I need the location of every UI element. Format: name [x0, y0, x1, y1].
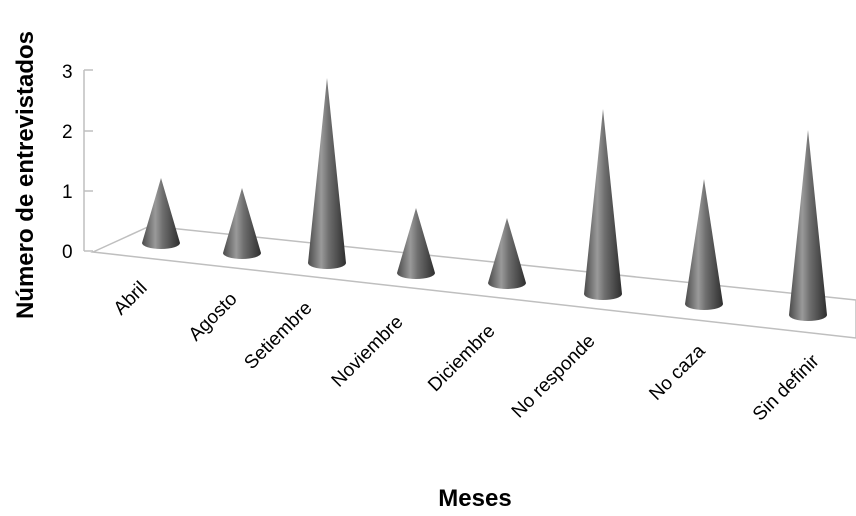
cone-setiembre: [308, 78, 346, 269]
cone-body-diciembre: [488, 218, 526, 289]
cone-series: [142, 78, 827, 321]
cone-no-caza: [685, 179, 723, 310]
floor-plane: [90, 225, 856, 339]
cone-body-agosto: [223, 188, 261, 259]
x-tick-label-no-caza: No caza: [645, 340, 709, 404]
x-axis-title: Meses: [438, 485, 511, 512]
cone-no-responde: [584, 109, 622, 300]
x-tick-label-sin-definir: Sin definir: [749, 350, 824, 425]
x-tick-label-no-responde: No responde: [508, 331, 600, 423]
x-tick-label-abril: Abril: [110, 278, 152, 320]
cone-diciembre: [488, 218, 526, 289]
cone-body-abril: [142, 178, 180, 249]
cone-body-no-responde: [584, 109, 622, 300]
x-tick-label-setiembre: Setiembre: [240, 298, 316, 374]
cone-noviembre: [397, 208, 435, 279]
x-tick-label-agosto: Agosto: [185, 289, 242, 346]
y-axis-title: Número de entrevistados: [12, 31, 39, 319]
cone-sin-definir: [789, 130, 827, 321]
y-tick-label-2: 2: [62, 122, 73, 143]
cone-body-no-caza: [685, 179, 723, 310]
cone-abril: [142, 178, 180, 249]
y-tick-label-3: 3: [62, 62, 73, 83]
axes: [83, 69, 856, 339]
x-tick-label-diciembre: Diciembre: [424, 321, 499, 396]
x-tick-label-noviembre: Noviembre: [328, 312, 408, 392]
y-tick-label-1: 1: [62, 182, 73, 203]
cone-body-sin-definir: [789, 130, 827, 321]
cone-agosto: [223, 188, 261, 259]
cone-body-noviembre: [397, 208, 435, 279]
y-tick-label-0: 0: [62, 242, 73, 263]
cone-body-setiembre: [308, 78, 346, 269]
